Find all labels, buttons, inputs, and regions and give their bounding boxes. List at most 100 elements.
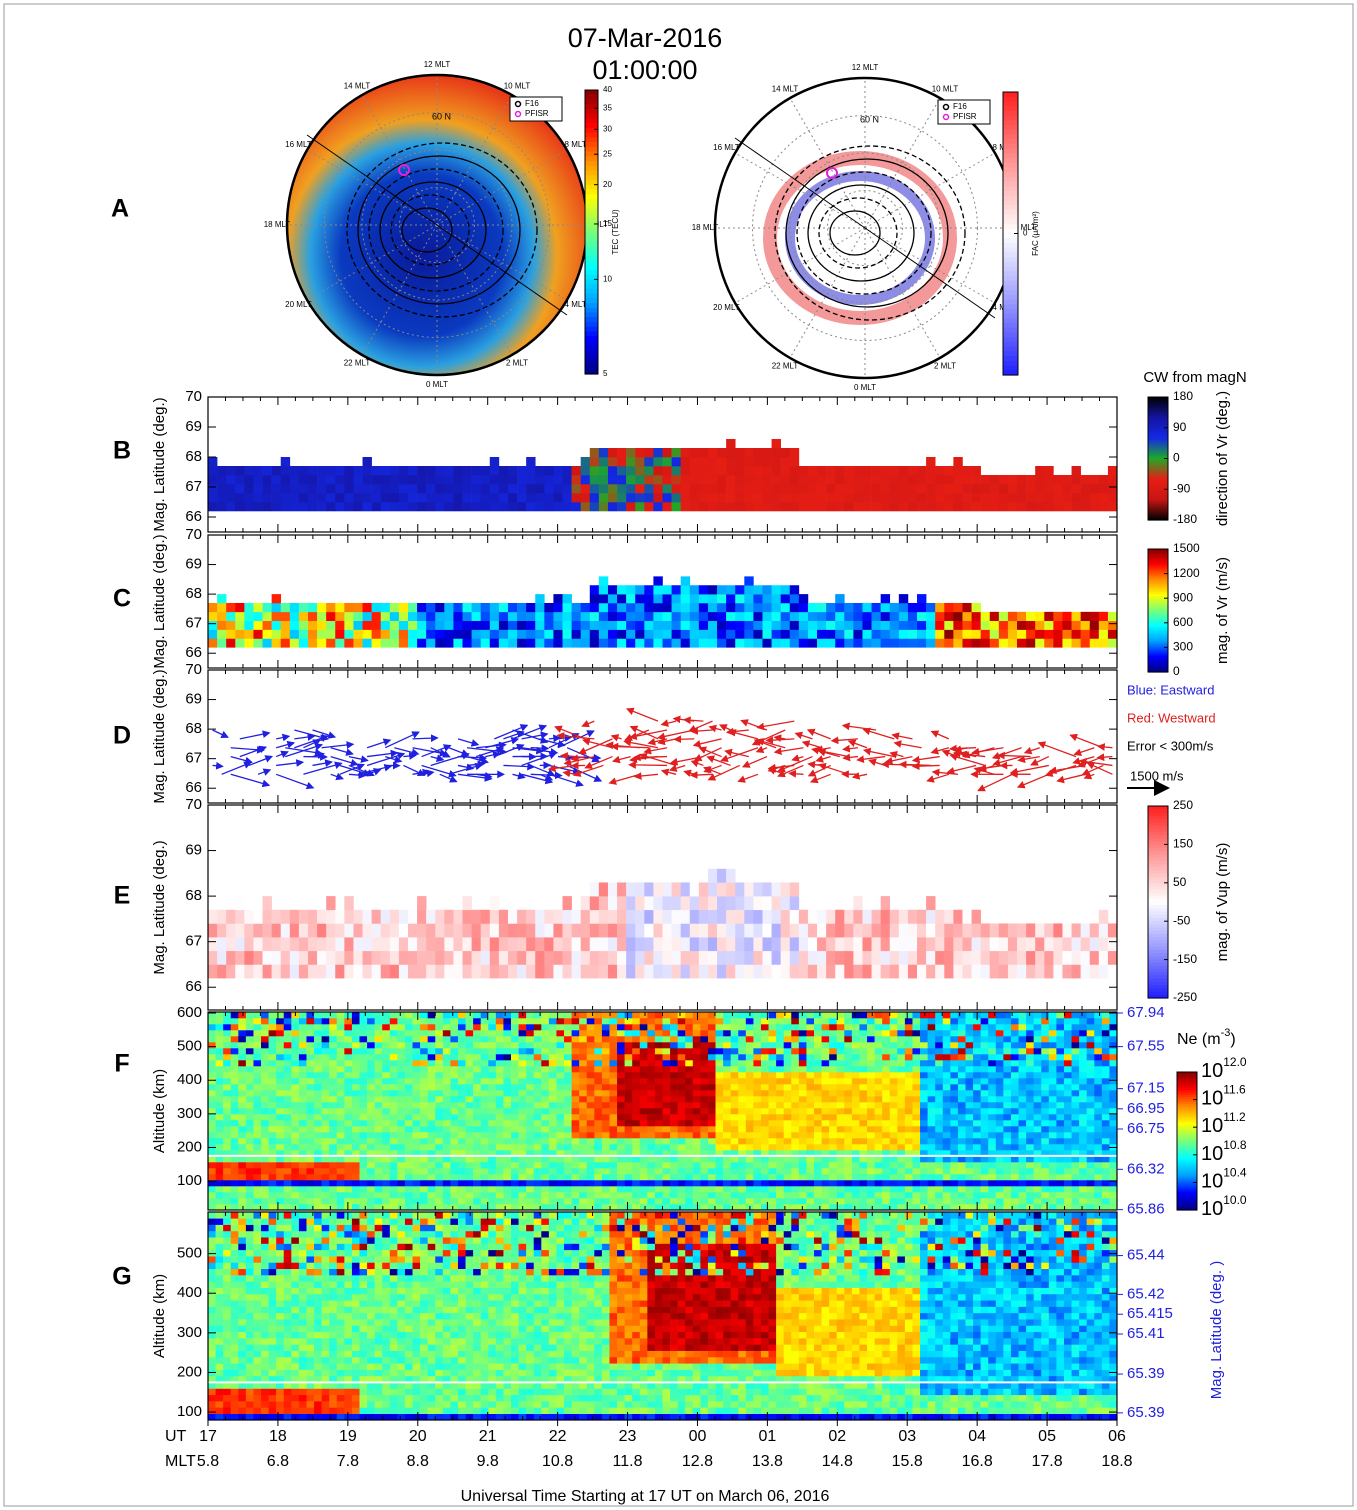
heatmap-cell bbox=[306, 1072, 315, 1079]
heatmap-cell bbox=[208, 1078, 216, 1085]
heatmap-cell bbox=[398, 629, 409, 639]
heatmap-cell bbox=[321, 1048, 330, 1055]
heatmap-cell bbox=[692, 1030, 701, 1037]
heatmap-cell bbox=[926, 964, 936, 979]
heatmap-cell bbox=[601, 1192, 610, 1199]
heatmap-cell bbox=[594, 1042, 603, 1049]
heatmap-cell bbox=[635, 896, 645, 911]
heatmap-cell bbox=[480, 1090, 489, 1097]
heatmap-cell bbox=[760, 1084, 769, 1091]
heatmap-cell bbox=[389, 1120, 398, 1127]
heatmap-cell bbox=[780, 882, 791, 897]
heatmap-cell bbox=[344, 1198, 353, 1205]
heatmap-cell bbox=[503, 1138, 512, 1145]
heatmap-cell bbox=[579, 1060, 588, 1067]
heatmap-cell bbox=[353, 909, 363, 924]
heatmap-cell bbox=[359, 1126, 368, 1133]
heatmap-cell bbox=[680, 457, 691, 467]
heatmap-cell bbox=[745, 1078, 754, 1085]
heatmap-cell bbox=[598, 909, 609, 924]
heatmap-cell bbox=[374, 1204, 383, 1211]
heatmap-cell bbox=[753, 909, 763, 924]
heatmap-cell bbox=[245, 1030, 254, 1037]
heatmap-cell bbox=[1071, 484, 1081, 494]
heatmap-cell bbox=[844, 1180, 853, 1187]
heatmap-cell bbox=[692, 1078, 701, 1085]
heatmap-cell bbox=[450, 1078, 459, 1085]
heatmap-cell bbox=[944, 923, 954, 938]
heatmap-cell bbox=[715, 1042, 724, 1049]
heatmap-cell bbox=[1035, 493, 1045, 503]
heatmap-cell bbox=[1071, 502, 1081, 512]
heatmap-cell bbox=[744, 611, 754, 622]
heatmap-cell bbox=[526, 1126, 535, 1133]
heatmap-cell bbox=[344, 611, 354, 622]
heatmap-cell bbox=[412, 1120, 421, 1127]
heatmap-cell bbox=[798, 1186, 807, 1193]
heatmap-cell bbox=[836, 1060, 845, 1067]
heatmap-cell bbox=[851, 1120, 860, 1127]
heatmap-cell bbox=[1035, 950, 1045, 965]
heatmap-cell bbox=[998, 611, 1009, 622]
heatmap-cell bbox=[526, 1120, 535, 1127]
heatmap-cell bbox=[533, 1054, 542, 1061]
heatmap-cell bbox=[715, 1090, 724, 1097]
heatmap-cell bbox=[836, 1144, 845, 1151]
heatmap-cell bbox=[457, 1108, 466, 1115]
heatmap-cell bbox=[489, 638, 500, 648]
heatmap-cell bbox=[776, 1030, 784, 1037]
heatmap-cell bbox=[692, 1126, 701, 1133]
heatmap-cell bbox=[762, 950, 772, 965]
heatmap-cell bbox=[647, 1024, 656, 1031]
heatmap-cell bbox=[780, 484, 791, 494]
heatmap-cell bbox=[223, 1102, 232, 1109]
heatmap-cell bbox=[317, 937, 327, 952]
heatmap-cell bbox=[412, 1060, 421, 1067]
heatmap-cell bbox=[289, 950, 300, 965]
colorbar-segment bbox=[1003, 228, 1018, 235]
heatmap-cell bbox=[844, 1042, 853, 1049]
heatmap-cell bbox=[453, 484, 463, 494]
heatmap-cell bbox=[859, 1084, 868, 1091]
heatmap-cell bbox=[677, 1186, 686, 1193]
heatmap-cell bbox=[398, 638, 409, 648]
heatmap-cell bbox=[762, 594, 772, 604]
heatmap-cell bbox=[707, 1030, 716, 1037]
heatmap-cell bbox=[944, 629, 954, 639]
heatmap-cell bbox=[253, 1144, 262, 1151]
heatmap-cell bbox=[351, 1072, 360, 1079]
heatmap-cell bbox=[351, 1180, 360, 1187]
heatmap-cell bbox=[465, 1174, 474, 1181]
heatmap-cell bbox=[321, 1162, 330, 1169]
heatmap-cell bbox=[783, 1102, 792, 1109]
heatmap-cell bbox=[685, 1204, 694, 1211]
heatmap-cell bbox=[398, 950, 409, 965]
heatmap-cell bbox=[238, 1036, 247, 1043]
heatmap-cell bbox=[829, 1204, 838, 1211]
heatmap-cell bbox=[533, 1036, 542, 1043]
heatmap-cell bbox=[526, 964, 536, 979]
heatmap-cell bbox=[223, 1060, 232, 1067]
heatmap-cell bbox=[851, 1126, 860, 1133]
heatmap-cell bbox=[580, 937, 591, 952]
heatmap-cell bbox=[791, 1060, 800, 1067]
heatmap-cell bbox=[329, 1018, 338, 1025]
heatmap-cell bbox=[359, 1078, 368, 1085]
heatmap-cell bbox=[541, 1048, 550, 1055]
heatmap-cell bbox=[944, 620, 954, 630]
heatmap-cell bbox=[851, 1024, 860, 1031]
heatmap-cell bbox=[480, 937, 491, 952]
heatmap-cell bbox=[738, 1114, 747, 1121]
colorbar-segment bbox=[585, 246, 598, 252]
velocity-arrow bbox=[862, 727, 895, 740]
heatmap-cell bbox=[317, 502, 327, 512]
heatmap-cell bbox=[745, 1054, 754, 1061]
heatmap-cell bbox=[518, 1030, 527, 1037]
heatmap-cell bbox=[427, 1162, 436, 1169]
heatmap-cell bbox=[553, 937, 563, 952]
heatmap-cell bbox=[397, 1174, 406, 1181]
heatmap-cell bbox=[607, 457, 618, 467]
heatmap-cell bbox=[226, 638, 236, 648]
heatmap-cell bbox=[821, 1114, 830, 1121]
heatmap-cell bbox=[586, 1108, 595, 1115]
